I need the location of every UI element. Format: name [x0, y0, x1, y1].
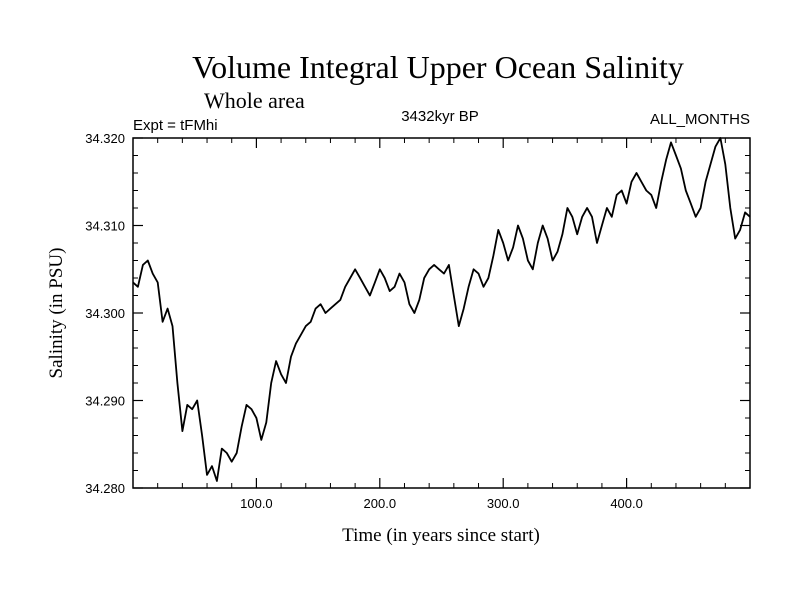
x-tick-label: 400.0: [610, 496, 643, 511]
data-series: [132, 137, 751, 482]
y-tick-label: 34.310: [85, 219, 125, 234]
chart-title: Volume Integral Upper Ocean Salinity: [192, 49, 684, 85]
period-label: 3432kyr BP: [401, 108, 479, 125]
y-tick-label: 34.300: [85, 306, 125, 321]
chart-subtitle: Whole area: [204, 88, 305, 113]
experiment-label: Expt = tFMhi: [133, 117, 218, 134]
plot-frame: [132, 137, 751, 489]
x-tick-label: 300.0: [487, 496, 520, 511]
x-tick-label: 200.0: [364, 496, 397, 511]
x-axis-label: Time (in years since start): [342, 525, 540, 546]
y-tick-label: 34.320: [85, 131, 125, 146]
y-tick-label: 34.280: [85, 481, 125, 496]
y-tick-label: 34.290: [85, 394, 125, 409]
axis-ticks: 100.0 200.0 300.0 400.0 34.280 34.290 34.300 34…: [85, 131, 750, 511]
salinity-series-line: [132, 137, 751, 482]
x-tick-label: 100.0: [240, 496, 273, 511]
months-label: ALL_MONTHS: [650, 111, 750, 128]
y-axis-label: Salinity (in PSU): [46, 248, 67, 379]
